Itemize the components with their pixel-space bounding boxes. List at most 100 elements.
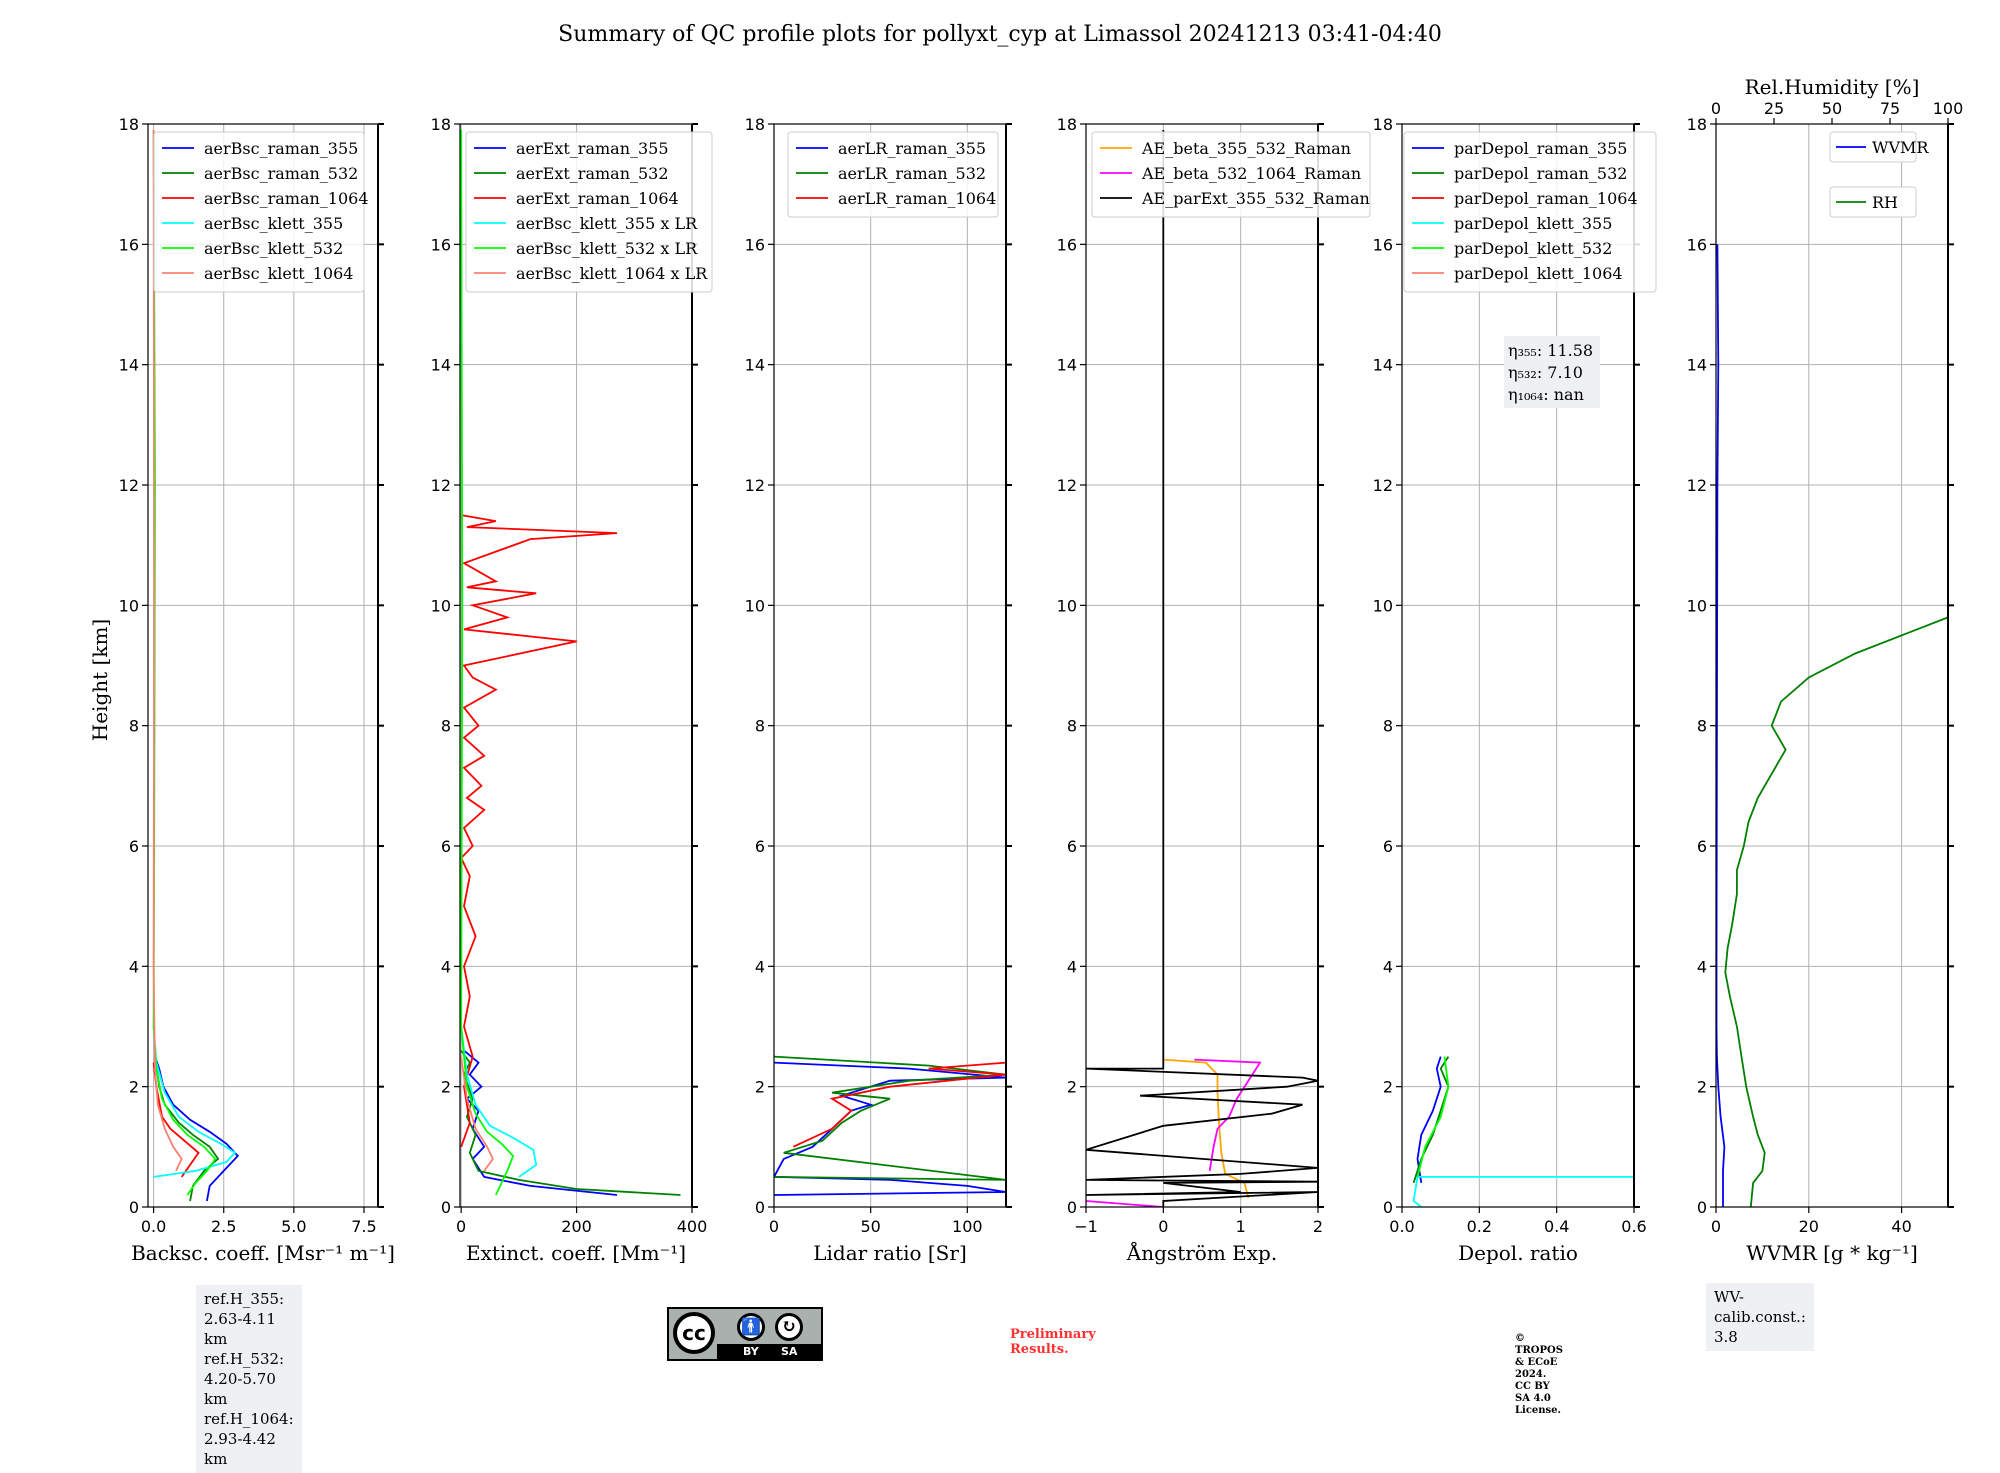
legend-label-ext-1: aerExt_raman_532 bbox=[516, 164, 669, 183]
series-group-ae bbox=[1086, 130, 1318, 1207]
ytick-label-ae-14: 14 bbox=[1057, 356, 1077, 375]
ytick-label-ae-10: 10 bbox=[1057, 596, 1077, 615]
series-AE_beta_532_1064_Raman bbox=[1086, 1200, 1164, 1207]
ytick-label-ext-4: 4 bbox=[441, 957, 451, 976]
by-label: BY bbox=[743, 1345, 759, 1358]
xtick-label-depol-3: 0.6 bbox=[1621, 1217, 1646, 1236]
xtick-label-wv-2: 40 bbox=[1891, 1217, 1911, 1236]
ytick-label-ae-0: 0 bbox=[1067, 1198, 1077, 1217]
panel-depol: 0 2 4 6 8 10 12 14 16 18 0.0 0.2 0.4 0.6 Depol. ratio p… bbox=[1373, 115, 1657, 1265]
legend-box-bsc bbox=[153, 131, 365, 293]
xtick-label-ext-0: 0 bbox=[456, 1217, 466, 1236]
ytick-label-ae-4: 4 bbox=[1067, 957, 1077, 976]
series-group-ext bbox=[460, 129, 681, 1196]
series-group-depol bbox=[1412, 1056, 1634, 1207]
ytick-label-bsc-6: 6 bbox=[129, 837, 139, 856]
sa-share-icon: ↻ bbox=[775, 1313, 803, 1341]
xtick-label-ae-2: 1 bbox=[1236, 1217, 1246, 1236]
legend-label-wv-0: WVMR bbox=[1872, 138, 1929, 157]
series-RH bbox=[1724, 605, 1948, 1207]
ytick-label-depol-4: 4 bbox=[1383, 957, 1393, 976]
ytick-label-ae-12: 12 bbox=[1057, 476, 1077, 495]
ytick-label-wv-18: 18 bbox=[1687, 115, 1707, 134]
ytick-label-ext-2: 2 bbox=[441, 1078, 451, 1097]
series-group-wv bbox=[1716, 244, 1948, 1207]
legend-label-ext-0: aerExt_raman_355 bbox=[516, 139, 669, 158]
xtick-label-bsc-2: 5.0 bbox=[281, 1217, 306, 1236]
ytick-label-depol-2: 2 bbox=[1383, 1078, 1393, 1097]
legend-box-lr bbox=[787, 131, 999, 218]
ytick-label-bsc-10: 10 bbox=[119, 596, 139, 615]
xtick-label-depol-1: 0.2 bbox=[1467, 1217, 1492, 1236]
ytick-label-depol-6: 6 bbox=[1383, 837, 1393, 856]
legend-label-bsc-4: aerBsc_klett_532 bbox=[204, 239, 343, 258]
top-xtick-label-0: 0 bbox=[1711, 99, 1721, 118]
top-xtick-label-1: 25 bbox=[1764, 99, 1784, 118]
ytick-label-lr-14: 14 bbox=[745, 356, 765, 375]
series-parDepol_klett_355 bbox=[1412, 1176, 1634, 1207]
ytick-label-lr-18: 18 bbox=[745, 115, 765, 134]
depol-eta-box bbox=[1504, 336, 1600, 408]
ytick-label-lr-12: 12 bbox=[745, 476, 765, 495]
ytick-label-bsc-0: 0 bbox=[129, 1198, 139, 1217]
xtick-label-ae-1: 0 bbox=[1158, 1217, 1168, 1236]
figure-title: Summary of QC profile plots for pollyxt_… bbox=[558, 22, 1442, 47]
series-parDepol_klett_532 bbox=[1416, 1056, 1450, 1178]
ytick-label-ext-16: 16 bbox=[431, 235, 451, 254]
ytick-label-wv-0: 0 bbox=[1697, 1198, 1707, 1217]
xtick-label-lr-1: 50 bbox=[860, 1217, 880, 1236]
series-aerBsc_klett_532 x LR bbox=[460, 129, 515, 1196]
axes-frame-lr bbox=[773, 123, 1007, 1208]
xlabel-depol: Depol. ratio bbox=[1458, 1241, 1578, 1265]
copyright-line2: CC BY SA 4.0 License. bbox=[1515, 1381, 1562, 1416]
ytick-label-ae-18: 18 bbox=[1057, 115, 1077, 134]
xtick-label-wv-0: 0 bbox=[1711, 1217, 1721, 1236]
copyright-note: © TROPOS & ECoE 2024. CC BY SA 4.0 Licen… bbox=[1515, 1333, 1563, 1417]
ytick-label-wv-16: 16 bbox=[1687, 235, 1707, 254]
legend-box-wv-1 bbox=[1829, 186, 1917, 218]
refh-532: ref.H_532: 4.20-5.70 km bbox=[204, 1350, 285, 1408]
series-AE_parExt_355_532_Raman bbox=[1086, 130, 1318, 1207]
ytick-label-ext-10: 10 bbox=[431, 596, 451, 615]
series-parDepol_raman_532 bbox=[1412, 1056, 1450, 1184]
legend-box-ext bbox=[465, 131, 713, 293]
ytick-label-wv-8: 8 bbox=[1697, 717, 1707, 736]
xtick-label-bsc-1: 2.5 bbox=[211, 1217, 236, 1236]
ytick-label-lr-0: 0 bbox=[755, 1198, 765, 1217]
series-AE_beta_532_1064_Raman_b bbox=[1194, 1058, 1262, 1172]
panel-lr: 0 2 4 6 8 10 12 14 16 18 0 50 100 Lidar ratio [Sr] aer… bbox=[745, 115, 1012, 1265]
xtick-label-ae-0: −1 bbox=[1074, 1217, 1098, 1236]
series-aerExt_raman_1064 bbox=[460, 514, 618, 1148]
ytick-label-depol-10: 10 bbox=[1373, 596, 1393, 615]
ytick-label-depol-12: 12 bbox=[1373, 476, 1393, 495]
series-aerBsc_klett_355 x LR bbox=[460, 1026, 538, 1178]
legend-label-depol-5: parDepol_klett_1064 bbox=[1454, 264, 1623, 283]
sa-label: SA bbox=[781, 1345, 798, 1358]
wv-calib-const: WV-calib.const.: 3.8 bbox=[1714, 1288, 1806, 1346]
xtick-label-depol-0: 0.0 bbox=[1389, 1217, 1414, 1236]
legend-label-ae-1: AE_beta_532_1064_Raman bbox=[1141, 164, 1361, 183]
ytick-label-ext-12: 12 bbox=[431, 476, 451, 495]
legend-label-bsc-2: aerBsc_raman_1064 bbox=[204, 189, 369, 208]
legend-label-depol-3: parDepol_klett_355 bbox=[1454, 214, 1612, 233]
ytick-label-wv-2: 2 bbox=[1697, 1078, 1707, 1097]
legend-label-ae-2: AE_parExt_355_532_Raman bbox=[1141, 189, 1370, 208]
ytick-label-lr-6: 6 bbox=[755, 837, 765, 856]
xlabel-ae: Ångström Exp. bbox=[1126, 1240, 1277, 1265]
cc-logo-bar: BY SA bbox=[717, 1344, 821, 1359]
cc-license-logo: cc 🚹 ↻ BY SA bbox=[667, 1307, 823, 1361]
ytick-label-ae-2: 2 bbox=[1067, 1078, 1077, 1097]
series-WVMR bbox=[1716, 244, 1726, 1207]
ytick-label-ext-0: 0 bbox=[441, 1198, 451, 1217]
series-AE_beta_355_532_Raman bbox=[1163, 1058, 1250, 1199]
top-xtick-label-4: 100 bbox=[1933, 99, 1964, 118]
series-parDepol_raman_355 bbox=[1416, 1056, 1442, 1184]
legend-label-lr-2: aerLR_raman_1064 bbox=[838, 189, 996, 208]
legend-label-bsc-3: aerBsc_klett_355 bbox=[204, 214, 343, 233]
xtick-label-lr-0: 0 bbox=[769, 1217, 779, 1236]
top-xtick-label-3: 75 bbox=[1880, 99, 1900, 118]
ytick-label-depol-16: 16 bbox=[1373, 235, 1393, 254]
xtick-label-depol-2: 0.4 bbox=[1544, 1217, 1569, 1236]
series-aerLR_raman_1064 bbox=[792, 1061, 1006, 1148]
legend-label-ae-0: AE_beta_355_532_Raman bbox=[1141, 139, 1351, 158]
